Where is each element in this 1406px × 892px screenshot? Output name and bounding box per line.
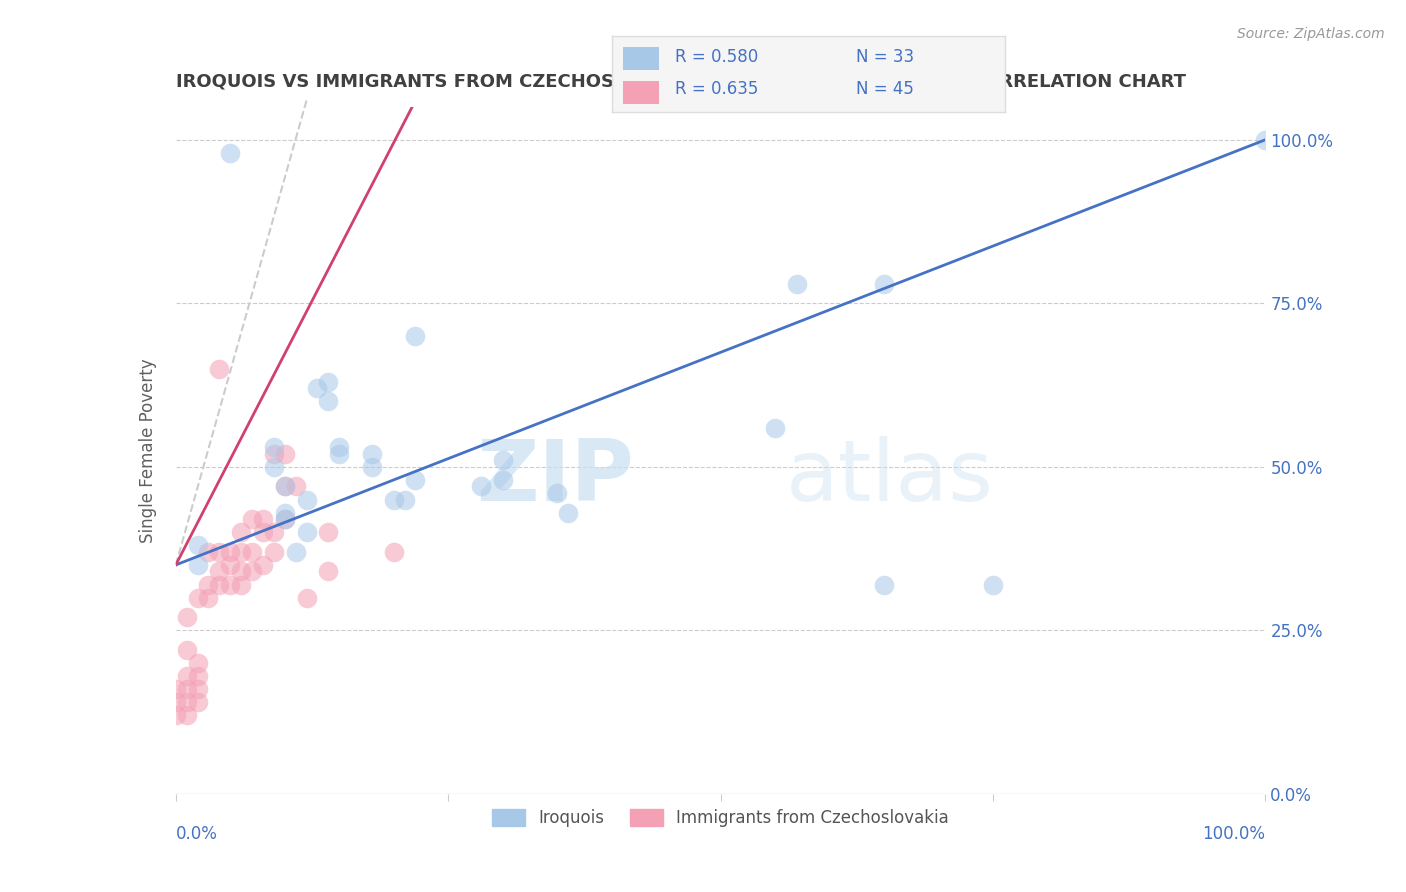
Text: R = 0.635: R = 0.635 <box>675 79 758 98</box>
Point <box>318 394 340 409</box>
Text: atlas: atlas <box>786 436 994 519</box>
Point <box>219 577 242 591</box>
Point <box>1254 133 1277 147</box>
Point <box>176 695 198 709</box>
Point <box>186 669 209 683</box>
Point <box>318 525 340 540</box>
Point <box>405 329 427 343</box>
Y-axis label: Single Female Poverty: Single Female Poverty <box>139 359 157 542</box>
Point <box>240 512 263 526</box>
Point <box>382 545 405 559</box>
Point <box>208 565 231 579</box>
Text: 0.0%: 0.0% <box>176 825 218 843</box>
Point <box>263 459 285 474</box>
Point <box>165 708 187 723</box>
Point <box>394 492 416 507</box>
Point <box>186 682 209 697</box>
Point <box>197 591 219 605</box>
Point <box>263 525 285 540</box>
Text: N = 33: N = 33 <box>856 48 914 66</box>
Point <box>274 506 297 520</box>
Point <box>176 708 198 723</box>
Point <box>328 447 350 461</box>
Point <box>361 459 384 474</box>
Point <box>405 473 427 487</box>
Point <box>208 361 231 376</box>
Point <box>240 545 263 559</box>
Point <box>263 440 285 454</box>
Point <box>197 545 219 559</box>
Point <box>328 440 350 454</box>
Text: Source: ZipAtlas.com: Source: ZipAtlas.com <box>1237 27 1385 41</box>
Point <box>284 479 307 493</box>
Point <box>186 591 209 605</box>
Point <box>231 545 253 559</box>
Point <box>252 558 274 572</box>
Point <box>252 525 274 540</box>
Point <box>295 591 318 605</box>
Point <box>318 565 340 579</box>
Text: ZIP: ZIP <box>475 436 633 519</box>
Point <box>176 610 198 624</box>
Point <box>231 577 253 591</box>
Point <box>252 512 274 526</box>
Point <box>295 525 318 540</box>
Point <box>263 447 285 461</box>
Point <box>873 577 896 591</box>
Point <box>470 479 492 493</box>
Point <box>382 492 405 507</box>
Point <box>186 538 209 552</box>
Legend: Iroquois, Immigrants from Czechoslovakia: Iroquois, Immigrants from Czechoslovakia <box>485 802 956 834</box>
Bar <box>623 47 659 70</box>
Bar <box>623 81 659 104</box>
Point <box>274 447 297 461</box>
Point <box>546 486 568 500</box>
Point <box>981 577 1004 591</box>
Point <box>176 643 198 657</box>
Point <box>186 558 209 572</box>
Point <box>263 545 285 559</box>
Point <box>208 577 231 591</box>
Text: 100.0%: 100.0% <box>1202 825 1265 843</box>
Point <box>274 512 297 526</box>
Point <box>176 669 198 683</box>
Point <box>873 277 896 291</box>
Point <box>274 512 297 526</box>
Point <box>208 545 231 559</box>
Point <box>186 656 209 670</box>
Point <box>165 682 187 697</box>
Point <box>492 453 515 467</box>
Point <box>197 577 219 591</box>
Point <box>231 525 253 540</box>
Point <box>219 145 242 160</box>
Point <box>295 492 318 507</box>
Point <box>274 479 297 493</box>
Text: IROQUOIS VS IMMIGRANTS FROM CZECHOSLOVAKIA SINGLE FEMALE POVERTY CORRELATION CHA: IROQUOIS VS IMMIGRANTS FROM CZECHOSLOVAK… <box>176 72 1185 90</box>
Point <box>219 558 242 572</box>
Point <box>240 565 263 579</box>
Point <box>176 682 198 697</box>
Point <box>307 381 329 395</box>
Text: N = 45: N = 45 <box>856 79 914 98</box>
Point <box>231 565 253 579</box>
Point <box>274 479 297 493</box>
Point <box>284 545 307 559</box>
Point <box>786 277 808 291</box>
Point <box>361 447 384 461</box>
Point <box>318 375 340 389</box>
Point <box>186 695 209 709</box>
Text: R = 0.580: R = 0.580 <box>675 48 758 66</box>
Point <box>219 545 242 559</box>
Point <box>492 473 515 487</box>
Point <box>763 420 786 434</box>
Point <box>165 695 187 709</box>
Point <box>557 506 579 520</box>
